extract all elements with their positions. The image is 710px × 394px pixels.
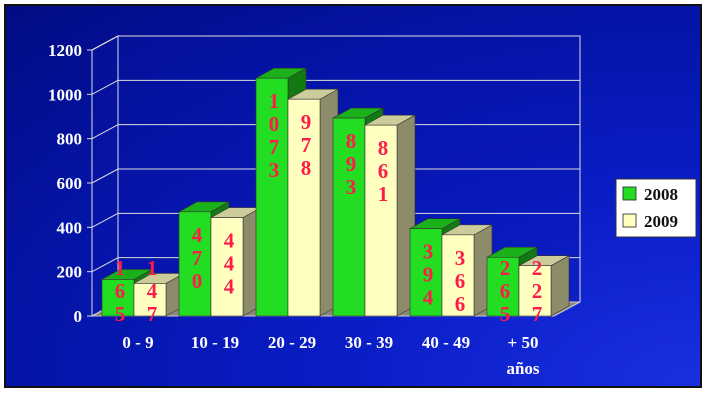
x-tick-label: 20 - 29 bbox=[268, 333, 316, 352]
gridline-side bbox=[91, 35, 119, 51]
x-tick-label: 30 - 39 bbox=[345, 333, 393, 352]
bar-2009-0 bbox=[132, 272, 186, 317]
y-tick-label: 1200 bbox=[48, 41, 82, 60]
y-tick-label: 400 bbox=[57, 218, 83, 237]
x-tick-label: 0 - 9 bbox=[122, 333, 153, 352]
x-axis-ticks: 0 - 9 10 - 19 20 - 29 30 - 39 40 - 49 + 50 año… bbox=[122, 333, 540, 378]
bar-front bbox=[409, 228, 443, 317]
y-tick-label: 200 bbox=[57, 263, 83, 282]
y-tick-label: 600 bbox=[57, 174, 83, 193]
y-axis-ticks: 0 200 400 600 800 1000 1200 bbox=[48, 41, 93, 326]
data-labels: 1 6 5 1 4 7 4 7 0 4 4 4 1 0 7 3 9 7 8 8 9 3 8 6 1 3 9 4 3 6 6 2 6 5 2 2 7 bbox=[115, 89, 543, 326]
bar-front bbox=[210, 217, 244, 317]
legend: 2008 2009 bbox=[615, 178, 697, 238]
gridline-side bbox=[91, 257, 119, 273]
bar-chart: 0 200 400 600 800 1000 1200 1 6 5 1 4 7 4 7 0 4 4 4 1 0 7 3 9 7… bbox=[48, 35, 697, 378]
gridline-side bbox=[91, 79, 119, 95]
bar-front bbox=[178, 211, 212, 317]
y-tick-label: 1000 bbox=[48, 85, 82, 104]
legend-label-2008: 2008 bbox=[644, 185, 678, 204]
y-tick-label: 0 bbox=[74, 307, 83, 326]
bar-front bbox=[441, 234, 475, 317]
bar-2009-1 bbox=[209, 207, 263, 317]
legend-swatch-2009 bbox=[622, 213, 637, 228]
legend-label-2009: 2009 bbox=[644, 212, 678, 231]
x-tick-label: 40 - 49 bbox=[422, 333, 470, 352]
bars bbox=[100, 67, 571, 317]
bar-front bbox=[332, 117, 366, 317]
bar-2009-2 bbox=[286, 88, 340, 317]
bar-front bbox=[287, 98, 321, 317]
bar-front bbox=[255, 77, 289, 317]
bar-front bbox=[101, 279, 135, 317]
x-tick-label-suffix: años bbox=[506, 359, 539, 378]
bar-2009-3 bbox=[363, 114, 417, 317]
x-tick-label: 10 - 19 bbox=[191, 333, 239, 352]
legend-swatch-2008 bbox=[622, 186, 637, 201]
bar-side bbox=[550, 255, 570, 317]
bar-2009-5 bbox=[517, 255, 571, 317]
gridline-side bbox=[91, 168, 119, 184]
bar-front bbox=[486, 256, 520, 317]
x-tick-label: + 50 bbox=[508, 333, 539, 352]
gridline-side bbox=[91, 124, 119, 140]
bar-2009-4 bbox=[440, 224, 494, 317]
bar-front bbox=[133, 283, 167, 317]
y-tick-label: 800 bbox=[57, 130, 83, 149]
bar-front bbox=[364, 124, 398, 317]
bar-front bbox=[518, 265, 552, 317]
gridline-side bbox=[91, 212, 119, 228]
